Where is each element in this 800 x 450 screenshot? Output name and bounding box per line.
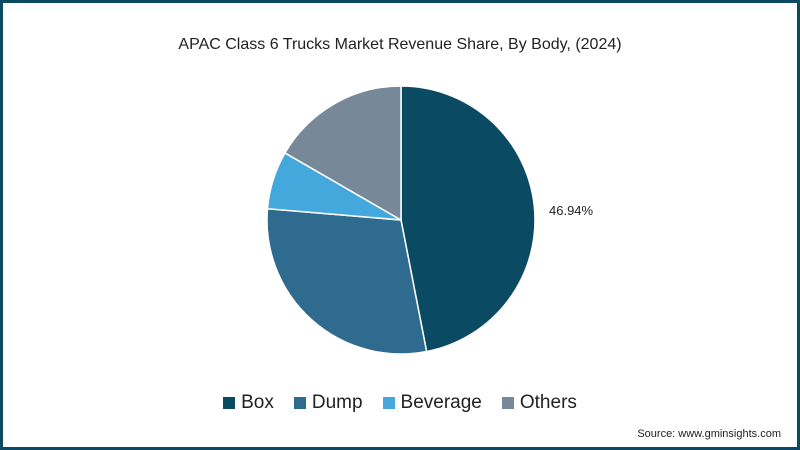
legend-swatch-box: [223, 397, 236, 409]
legend-item-dump: Dump: [293, 392, 363, 414]
legend-swatch-others: [501, 397, 514, 409]
legend-label-dump: Dump: [311, 392, 363, 413]
legend: Box Dump Beverage Others: [3, 392, 797, 414]
data-label-box: 46.94%: [549, 203, 594, 218]
chart-title: APAC Class 6 Trucks Market Revenue Share…: [178, 36, 622, 53]
pie-slice-others: [283, 85, 402, 222]
legend-swatch-dump: [293, 397, 306, 409]
pie-slice-box: [400, 85, 536, 353]
pie-chart: [266, 85, 536, 355]
legend-label-others: Others: [519, 392, 577, 413]
legend-swatch-beverage: [382, 397, 395, 409]
legend-item-box: Box: [223, 392, 274, 414]
legend-item-others: Others: [501, 392, 577, 414]
pie-slices: [266, 85, 536, 355]
legend-label-beverage: Beverage: [400, 392, 482, 413]
source-note: Source: www.gminsights.com: [637, 428, 781, 440]
legend-label-box: Box: [241, 392, 274, 413]
pie-slice-dump: [266, 207, 428, 355]
legend-item-beverage: Beverage: [382, 392, 482, 414]
